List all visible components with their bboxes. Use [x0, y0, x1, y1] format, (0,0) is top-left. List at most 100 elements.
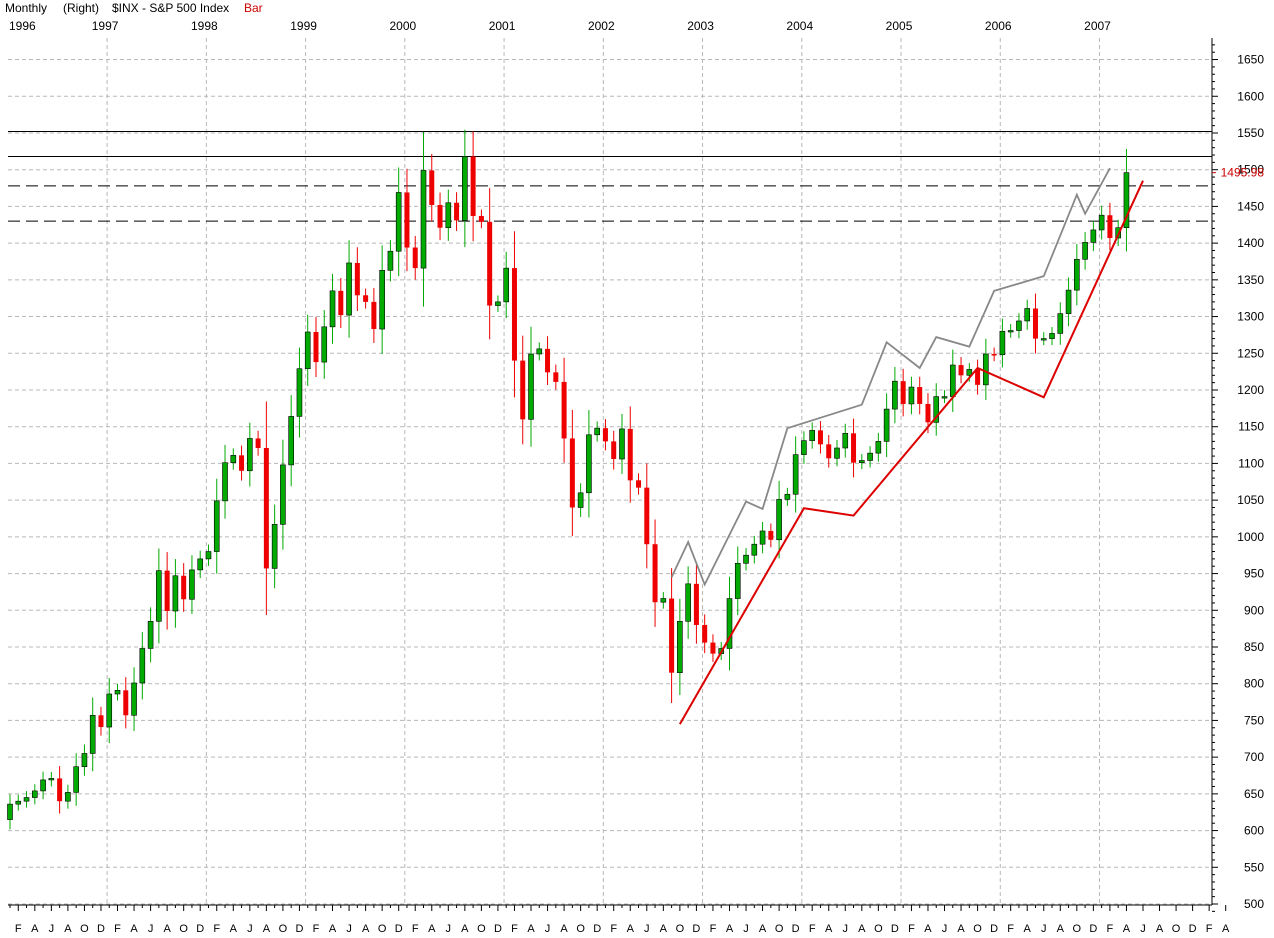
candle-body	[404, 192, 410, 248]
month-label: A	[1024, 923, 1032, 935]
candle-body	[89, 714, 96, 754]
candle	[247, 422, 253, 487]
candle	[462, 129, 468, 248]
candle	[784, 487, 791, 506]
candle-body	[73, 766, 79, 793]
candle-body	[379, 269, 385, 330]
month-label: O	[80, 923, 89, 935]
month-label: A	[263, 923, 271, 935]
candle-body	[734, 562, 741, 599]
y-tick-label: 850	[1244, 640, 1264, 654]
candle	[1082, 232, 1088, 270]
candle-body	[32, 790, 38, 798]
year-label: 2001	[489, 19, 516, 33]
candle-body	[1040, 338, 1047, 341]
month-label: D	[196, 923, 204, 935]
candle	[65, 784, 71, 809]
month-label: A	[461, 923, 469, 935]
candle-body	[776, 499, 782, 541]
month-label: A	[825, 923, 833, 935]
candle	[834, 439, 840, 467]
candle-body	[462, 156, 468, 221]
candle	[941, 390, 948, 404]
y-tick-label: 700	[1244, 750, 1264, 764]
candle	[859, 454, 865, 470]
candle	[528, 326, 534, 447]
candle	[139, 631, 146, 700]
candle	[851, 418, 857, 478]
candle-body	[627, 428, 633, 481]
year-label: 1998	[191, 19, 218, 33]
candle-body	[693, 583, 699, 625]
candle-body	[545, 348, 551, 373]
symbol-label: $INX - S&P 500 Index	[112, 1, 230, 15]
year-label: 2004	[786, 19, 813, 33]
month-label: F	[610, 923, 617, 935]
month-label: O	[874, 923, 883, 935]
candle-body	[503, 267, 510, 303]
candle-body	[487, 221, 493, 306]
candle-body	[1016, 320, 1022, 331]
candle-body	[743, 554, 749, 564]
candle	[1074, 244, 1080, 306]
month-label: A	[130, 923, 138, 935]
candle-body	[792, 454, 799, 495]
candle	[726, 576, 733, 671]
candle	[296, 347, 303, 438]
candle-body	[1098, 214, 1105, 231]
month-label: D	[990, 923, 998, 935]
candle	[131, 667, 137, 731]
month-label: A	[560, 923, 568, 935]
year-label: 2005	[886, 19, 913, 33]
candle	[32, 784, 38, 805]
candle-body	[213, 500, 220, 552]
candle-body	[1057, 313, 1064, 334]
candle-body	[280, 464, 286, 525]
candle-body	[933, 396, 940, 423]
candle	[429, 153, 435, 222]
candle-body	[98, 715, 104, 728]
candle	[602, 419, 608, 451]
y-tick-label: 1100	[1238, 456, 1264, 470]
candle	[702, 614, 708, 654]
month-label: D	[891, 923, 899, 935]
month-label: O	[676, 923, 685, 935]
month-label: A	[1057, 923, 1065, 935]
candle	[817, 421, 823, 454]
candle-body	[925, 403, 931, 423]
candle	[636, 473, 642, 495]
y-tick-label: 1300	[1237, 310, 1264, 324]
candle-body	[685, 583, 691, 622]
candle	[792, 436, 799, 513]
candle-body	[801, 440, 807, 455]
candle	[354, 247, 360, 311]
month-label: A	[230, 923, 238, 935]
candle-body	[255, 438, 261, 448]
candle-body	[321, 326, 328, 363]
candle	[577, 483, 584, 518]
candle	[40, 771, 46, 800]
candle-body	[859, 460, 865, 463]
candle-body	[304, 331, 311, 369]
candle	[371, 287, 377, 343]
candle	[1040, 332, 1047, 346]
candle	[346, 240, 352, 338]
candle	[147, 607, 154, 663]
y-tick-label: 1000	[1237, 530, 1264, 544]
candle	[933, 383, 940, 436]
y-tick-label: 950	[1244, 567, 1264, 581]
candle	[23, 791, 30, 808]
month-label: A	[726, 923, 734, 935]
candle-body	[338, 290, 344, 316]
candle-body	[222, 462, 228, 502]
trendline	[679, 180, 1144, 725]
candle-body	[263, 447, 269, 569]
candle	[1057, 302, 1064, 345]
month-label: J	[743, 923, 749, 935]
y-tick-label: 1050	[1237, 493, 1264, 507]
candle-body	[437, 204, 443, 228]
month-label: J	[49, 923, 55, 935]
candle	[1032, 293, 1038, 354]
style-label: Bar	[244, 1, 263, 15]
